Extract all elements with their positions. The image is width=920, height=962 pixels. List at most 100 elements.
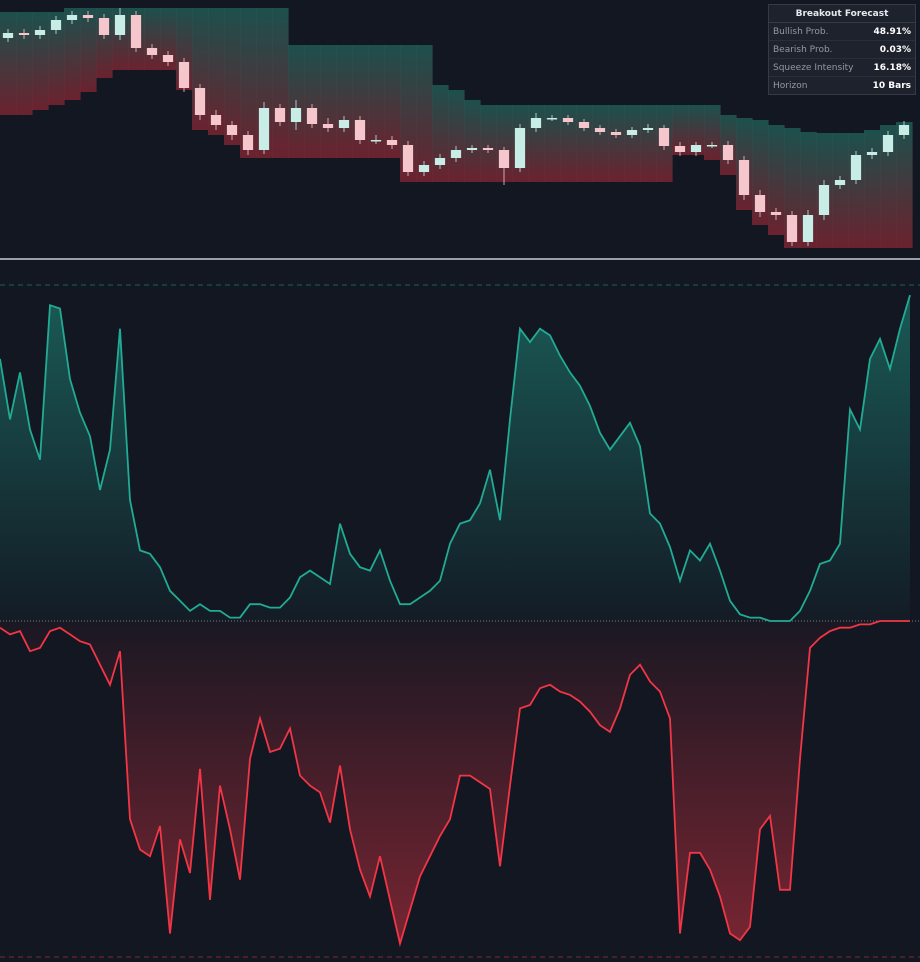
candle-body [754,195,766,212]
row-value: 48.91% [873,27,912,37]
candle-body [130,15,142,48]
candle-body [162,55,174,62]
candle-body [722,145,734,160]
band-fill [560,105,577,182]
table-row: Squeeze Intensity 16.18% [769,59,915,77]
band-fill [864,130,881,248]
area-line [0,294,911,622]
candle-body [770,212,782,215]
candle-body [226,125,238,135]
band-fill [432,85,449,182]
candle-body [274,108,286,122]
band-fill [672,105,689,155]
candle-body [642,128,654,130]
candle-body [882,135,894,152]
row-label: Bullish Prob. [773,27,829,37]
band-fill [768,125,785,235]
candle-body [210,115,222,125]
band-fill [272,8,289,158]
candle-body [18,33,30,35]
band-fill [0,12,17,115]
candle-body [706,145,718,147]
band-fill [48,12,65,105]
band-fill [240,8,257,158]
band-fill [640,105,657,182]
candle-body [258,108,270,150]
candle-body [242,135,254,150]
candle-body [898,125,910,135]
band-fill [576,105,593,182]
band-fill [416,45,433,182]
band-fill [848,133,865,248]
candle-body [50,20,62,30]
candle-body [194,88,206,115]
candle-body [626,130,638,135]
row-value: 0.03% [879,45,911,55]
candle-body [866,152,878,155]
row-value: 16.18% [873,63,912,73]
candle-body [562,118,574,122]
candle-body [786,215,798,242]
band-fill [336,45,353,158]
candle-body [98,18,110,35]
band-fill [704,105,721,160]
candle-body [690,145,702,152]
band-fill [208,8,225,135]
band-fill [832,133,849,248]
candle-body [386,140,398,145]
row-label: Horizon [773,81,808,91]
candle-body [802,215,814,242]
candle-body [402,145,414,172]
table-row: Bearish Prob. 0.03% [769,41,915,59]
band-fill [32,12,49,110]
candle-body [114,15,126,35]
band-fill [80,8,97,92]
band-fill [624,105,641,182]
table-row: Bullish Prob. 48.91% [769,23,915,41]
band-fill [304,45,321,158]
candle-body [530,118,542,128]
band-fill [464,100,481,182]
band-fill [320,45,337,158]
area-line [0,620,910,948]
candle-body [674,146,686,152]
candle-body [434,158,446,165]
candle-body [658,128,670,146]
candle-body [66,15,78,20]
candle-body [850,155,862,180]
band-fill [608,105,625,182]
row-label: Squeeze Intensity [773,63,854,73]
band-fill [448,90,465,182]
candle-body [466,148,478,150]
table-row: Horizon 10 Bars [769,77,915,94]
candle-body [146,48,158,55]
candle-body [738,160,750,195]
candle-body [418,165,430,172]
candle-body [546,118,558,120]
band-fill [896,122,913,248]
candle-body [818,185,830,215]
candle-body [482,148,494,150]
candle-body [82,15,94,18]
band-fill [544,105,561,182]
candle-body [354,120,366,140]
row-label: Bearish Prob. [773,45,833,55]
row-value: 10 Bars [872,81,911,91]
candle-body [834,180,846,185]
band-fill [368,45,385,158]
band-fill [160,8,177,70]
candle-body [2,33,14,38]
table-title: Breakout Forecast [769,5,915,23]
candle-body [514,128,526,168]
table-body: Bullish Prob. 48.91% Bearish Prob. 0.03% Squ… [769,23,915,94]
candle-body [610,132,622,135]
band-fill [64,8,81,100]
band-fill [16,12,33,115]
candle-body [594,128,606,132]
band-fill [880,125,897,248]
forecast-table: Breakout Forecast Bullish Prob. 48.91% Bea… [768,4,916,95]
candle-body [578,122,590,128]
candle-body [322,124,334,128]
